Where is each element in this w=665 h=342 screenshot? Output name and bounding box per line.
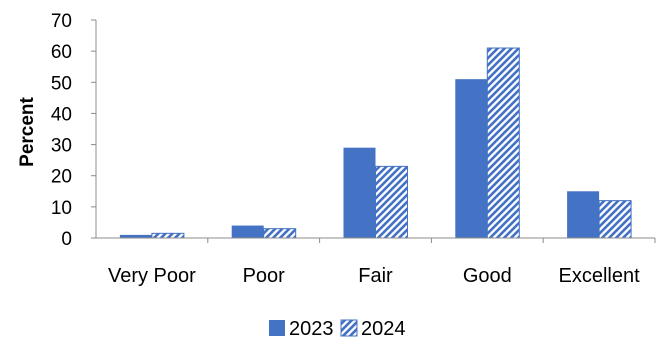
y-tick-label: 70 [51, 11, 72, 32]
legend: 2023 2024 [269, 318, 406, 340]
bar-2024-excellent [598, 200, 632, 239]
bar-2023-poor [231, 225, 264, 238]
y-tick-label: 40 [51, 104, 72, 125]
bar-2023-excellent [567, 191, 600, 238]
legend-swatch-2023 [269, 320, 285, 336]
legend-label-2024: 2024 [361, 318, 406, 340]
y-tick-label: 30 [51, 136, 72, 157]
bar-2024-fair [375, 165, 408, 239]
x-tick-label: Fair [358, 265, 393, 287]
legend-label-2023: 2023 [289, 318, 334, 340]
legend-swatch-2024 [340, 319, 358, 337]
x-tick-label: Poor [243, 265, 286, 287]
bar-2023-fair [343, 147, 376, 238]
y-axis-title: Percent [17, 96, 38, 166]
bar-2023-very-poor [119, 234, 152, 238]
y-axis-ticks: 0 10 20 30 40 50 60 70 [51, 11, 96, 250]
bar-2024-good [486, 47, 520, 239]
bar-2023-good [455, 79, 488, 239]
x-tick-label: Excellent [559, 265, 641, 287]
x-tick-label: Very Poor [108, 265, 196, 287]
y-tick-label: 60 [51, 42, 72, 63]
y-tick-label: 20 [51, 167, 72, 188]
bar-2024-poor [263, 228, 297, 239]
y-tick-label: 50 [51, 73, 72, 94]
y-tick-label: 10 [51, 198, 72, 219]
bar-2024-very-poor [151, 232, 185, 239]
category-labels: Very Poor Poor Fair Good Excellent [108, 238, 656, 287]
bars [119, 47, 632, 239]
y-tick-label: 0 [61, 229, 72, 250]
x-tick-label: Good [463, 265, 512, 287]
